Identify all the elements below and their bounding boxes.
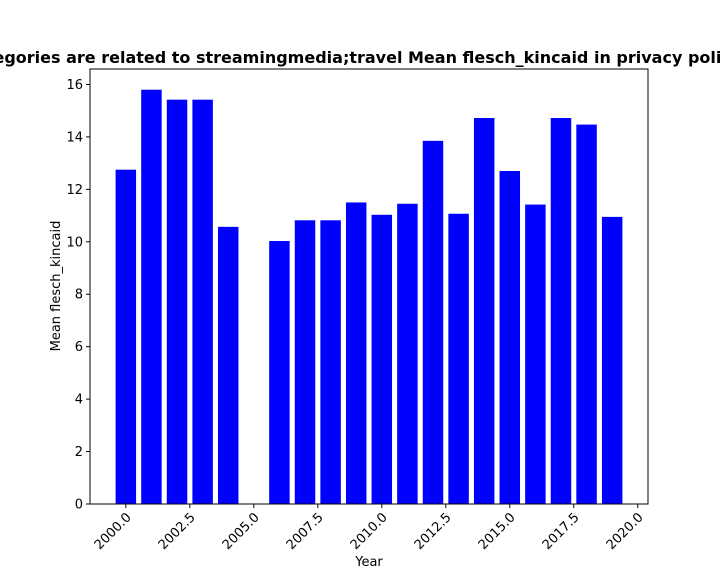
x-tick-label: 2012.5: [412, 510, 455, 553]
bar-2018: [576, 124, 597, 504]
bar-2001: [141, 89, 162, 505]
y-axis-ticks: 0 2 4 6 8 10 12 14 16: [66, 78, 90, 513]
x-tick-label: 2005.0: [220, 510, 263, 553]
x-tick-label: 2002.5: [156, 510, 199, 553]
y-tick-label: 8: [75, 288, 83, 303]
y-tick-label: 6: [75, 340, 83, 355]
bar-2009: [345, 202, 367, 504]
y-tick-label: 14: [66, 130, 83, 145]
y-tick-label: 12: [66, 183, 83, 198]
x-tick-label: 2000.0: [92, 510, 135, 553]
y-tick-label: 0: [75, 498, 83, 513]
bar-2017: [550, 118, 572, 504]
bar-2015: [499, 171, 521, 504]
y-tick-label: 2: [75, 445, 83, 460]
bar-2016: [525, 204, 546, 504]
bar-2003: [192, 99, 213, 505]
bar-2014: [473, 118, 495, 504]
x-tick-label: 2015.0: [476, 510, 519, 553]
bar-2010: [371, 214, 393, 505]
bars-group: [115, 89, 623, 505]
y-tick-label: 4: [75, 393, 83, 408]
bar-2019: [601, 216, 623, 504]
bar-2007: [294, 220, 316, 505]
plot-frame: [89, 68, 649, 505]
x-tick-label: 2010.0: [348, 510, 391, 553]
bar-2006: [269, 241, 290, 504]
bar-2011: [397, 203, 418, 504]
y-tick-label: 16: [66, 78, 83, 93]
y-tick-label: 10: [66, 235, 83, 250]
bar-2013: [448, 213, 469, 505]
bar-2004: [217, 226, 239, 504]
chart-title: Categories are related to streamingmedia…: [0, 48, 720, 67]
x-tick-label: 2020.0: [604, 510, 647, 553]
bar-2008: [320, 220, 341, 505]
y-axis-label: Mean flesch_kincaid: [49, 221, 64, 352]
x-axis-label: Year: [354, 555, 383, 570]
bar-2002: [166, 99, 188, 505]
x-tick-label: 2017.5: [540, 510, 583, 553]
x-tick-label: 2007.5: [284, 510, 327, 553]
bar-2000: [115, 169, 137, 504]
bar-2012: [422, 140, 444, 504]
x-axis-ticks: 2000.0 2002.5 2005.0 2007.5 2010.0 2012.5 2015…: [92, 504, 647, 553]
